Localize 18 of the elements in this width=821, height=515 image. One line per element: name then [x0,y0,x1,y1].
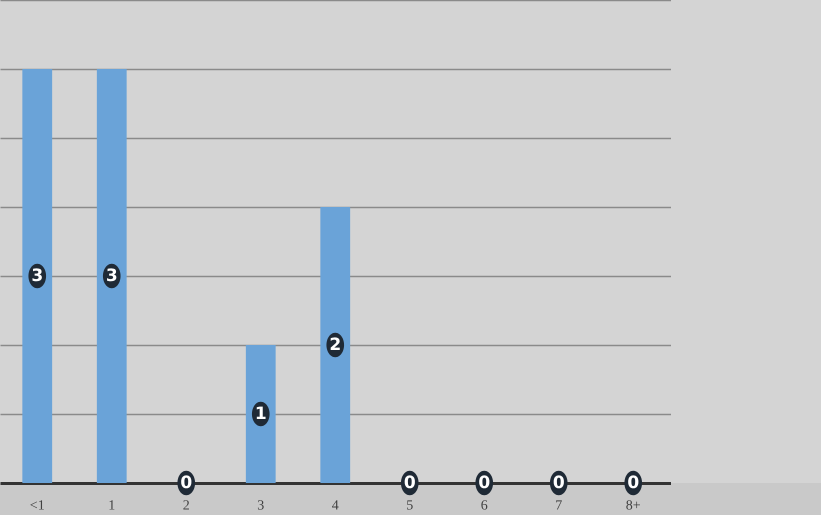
data-label: 0 [627,473,640,493]
data-label: 0 [404,473,416,493]
x-tick-label: 6 [480,498,488,514]
data-label: 3 [106,266,118,286]
x-tick-label: 2 [182,498,190,514]
data-label: 2 [329,335,342,355]
data-label: 1 [254,404,267,424]
data-label: 3 [31,266,44,286]
x-tick-label: <1 [30,498,45,514]
x-tick-label: 4 [332,498,339,514]
x-tick-label: 1 [108,498,116,514]
x-tick-label: 7 [555,498,562,514]
data-label: 0 [552,473,565,493]
x-tick-label: 5 [406,498,414,514]
x-tick-label: 8+ [626,498,641,514]
data-label: 0 [180,473,192,493]
x-tick-label: 3 [257,498,264,514]
data-label: 0 [478,473,490,493]
